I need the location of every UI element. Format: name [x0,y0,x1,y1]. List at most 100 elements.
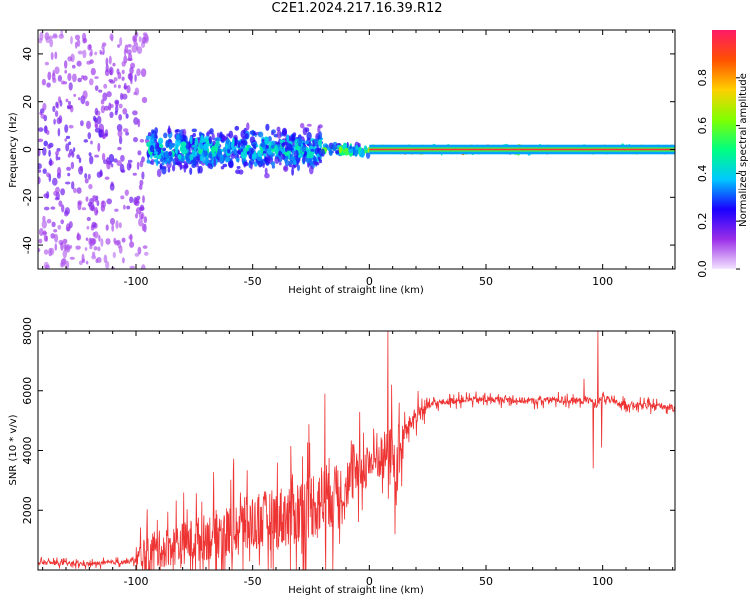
spectrogram-cell [132,110,138,116]
spectrogram-cell [42,147,47,156]
spectrogram-cell [211,133,215,141]
spectrogram-cell [297,164,300,172]
spectrogram-cell [302,155,306,164]
spectrogram-cell [48,35,54,40]
spectrogram-cell [127,58,133,62]
spectrogram-cell [76,154,80,159]
spectrogram-cell [63,60,68,69]
spectrogram-cell [180,141,187,148]
spectrogram-cell [64,207,70,215]
spectrogram-cell [89,51,93,57]
spectrogram-cell [257,150,262,157]
spectrogram-cell [43,230,47,237]
spectrogram-cell [118,103,123,109]
spectrogram-cell [65,98,69,103]
spectrogram-cell [146,159,151,164]
spectrogram-cell [280,148,286,153]
carrier-band-core [369,148,675,151]
spectrogram-cell [38,148,41,157]
spectrogram-cell [104,132,108,137]
spectrogram-cell [283,165,289,172]
spectrogram-cell [99,49,102,55]
spectrogram-cell [43,140,48,147]
spectrogram-cell [112,62,116,67]
spectrogram-cell [49,158,52,167]
spectrogram-cell [139,138,145,143]
spectrogram-cell [157,155,162,159]
spectrogram-cell [94,117,98,123]
spectrogram-cell [208,136,212,145]
spectrogram-cell [106,91,112,98]
spectrogram-cell [39,31,44,41]
spectrogram-cell [172,164,176,172]
spectrogram-cell [117,242,122,249]
y-tick-label: -20 [21,188,34,206]
spectrogram-cell [68,82,73,91]
spectrogram-cell [175,133,180,141]
spectrogram-cell [153,151,159,155]
spectrogram-cell [145,135,150,141]
spectrogram-cell [122,108,128,115]
spectrogram-cell [288,160,294,165]
spectrogram-cell [64,69,68,74]
spectrogram-cell [67,56,73,62]
spectrogram-cell [292,132,297,137]
spectrogram-cell [96,200,100,207]
spectrogram-cell [127,159,133,163]
spectrogram-cell [68,124,74,129]
spectrogram-cell [38,127,44,132]
spectrogram-cell [64,124,69,133]
spectrogram-cell [57,75,63,82]
spectrogram-cell [52,33,58,38]
spectrogram-cell [60,241,64,251]
spectrogram-cell [137,118,141,128]
spectrogram-marks [38,30,675,269]
spectrogram-cell [150,158,155,166]
spectrogram-cell [126,49,132,55]
spectrogram-cell [307,162,310,168]
spectrogram-cell [96,115,102,125]
y-tick-label: 2000 [21,496,34,524]
spectrogram-cell [174,129,178,133]
spectrogram-cell [110,35,114,42]
spectrogram-cell [216,137,222,142]
spectrogram-cell [204,157,209,165]
x-tick-label: -100 [124,275,149,288]
spectrogram-cell [225,156,231,163]
spectrogram-cell [43,114,48,122]
spectrogram-cell [265,123,270,131]
spectrogram-cell [104,176,110,180]
spectrogram-cell [338,146,343,154]
spectrogram-cell [85,260,89,265]
spectrogram-cell [129,265,136,269]
spectrogram-cell [139,160,144,168]
snr-y-label: SNR (10 * v/v) [8,414,19,485]
spectrogram-cell [94,127,101,133]
spectrogram-cell [84,173,88,179]
spectrogram-cell [237,141,241,149]
spectrogram-cell [130,62,136,69]
spectrogram-cell [74,41,78,49]
spectrogram-cell [264,167,268,175]
spectrogram-cell [134,252,140,257]
spectrogram-cell [198,165,203,174]
spectrogram-cell [121,69,125,75]
spectrogram-cell [141,223,145,232]
spectrogram-cell [281,153,286,160]
spectrogram-cell [291,164,296,169]
spectrogram-cell [70,36,73,45]
spectrogram-cell [38,248,41,253]
spectrogram-cell [57,156,61,161]
spectrogram-cell [230,141,234,149]
spectrogram-cell [143,39,148,42]
spectrogram-cell [44,264,50,269]
spectrogram-cell [86,60,92,65]
spectrogram-cell [42,168,47,174]
spectrogram-cell [243,161,247,168]
spectrogram-cell [209,128,214,135]
spectrogram-cell [104,69,110,77]
spectrogram-cell [89,202,95,211]
spectrogram-cell [249,136,256,144]
spectrogram-cell [221,135,226,142]
spectrogram-cell [114,110,118,116]
